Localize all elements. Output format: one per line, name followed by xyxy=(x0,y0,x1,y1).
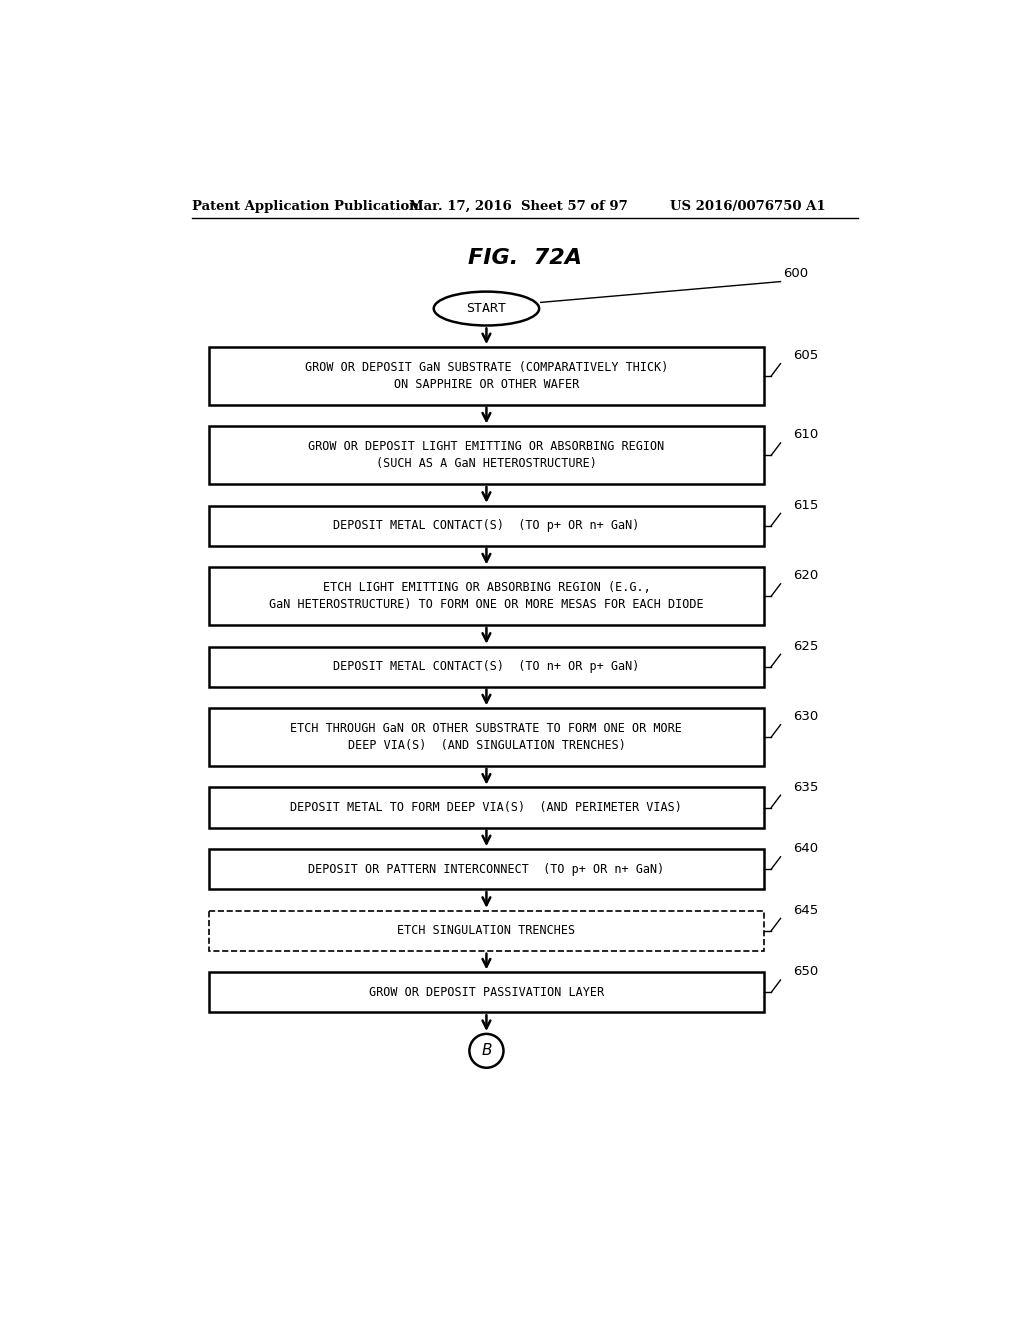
Text: 645: 645 xyxy=(793,904,818,917)
Bar xyxy=(209,426,764,484)
Text: DEPOSIT METAL CONTACT(S)  (TO n+ OR p+ GaN): DEPOSIT METAL CONTACT(S) (TO n+ OR p+ Ga… xyxy=(333,660,640,673)
Text: 625: 625 xyxy=(793,640,818,653)
Text: 650: 650 xyxy=(793,965,818,978)
Text: DEPOSIT METAL CONTACT(S)  (TO p+ OR n+ GaN): DEPOSIT METAL CONTACT(S) (TO p+ OR n+ Ga… xyxy=(333,519,640,532)
Text: 615: 615 xyxy=(793,499,818,512)
Text: Patent Application Publication: Patent Application Publication xyxy=(191,199,418,213)
Text: 600: 600 xyxy=(783,267,808,280)
Text: (SUCH AS A GaN HETEROSTRUCTURE): (SUCH AS A GaN HETEROSTRUCTURE) xyxy=(376,457,597,470)
Bar xyxy=(209,647,764,686)
Text: 605: 605 xyxy=(793,348,818,362)
Text: DEEP VIA(S)  (AND SINGULATION TRENCHES): DEEP VIA(S) (AND SINGULATION TRENCHES) xyxy=(347,739,626,752)
Text: Mar. 17, 2016  Sheet 57 of 97: Mar. 17, 2016 Sheet 57 of 97 xyxy=(409,199,628,213)
Text: DEPOSIT OR PATTERN INTERCONNECT  (TO p+ OR n+ GaN): DEPOSIT OR PATTERN INTERCONNECT (TO p+ O… xyxy=(308,862,665,875)
Text: 640: 640 xyxy=(793,842,818,855)
Bar xyxy=(209,568,764,626)
Bar xyxy=(209,788,764,828)
Text: GROW OR DEPOSIT PASSIVATION LAYER: GROW OR DEPOSIT PASSIVATION LAYER xyxy=(369,986,604,999)
Text: ETCH THROUGH GaN OR OTHER SUBSTRATE TO FORM ONE OR MORE: ETCH THROUGH GaN OR OTHER SUBSTRATE TO F… xyxy=(291,722,682,735)
Text: ETCH SINGULATION TRENCHES: ETCH SINGULATION TRENCHES xyxy=(397,924,575,937)
Text: FIG.  72A: FIG. 72A xyxy=(468,248,582,268)
Bar xyxy=(209,849,764,890)
Text: START: START xyxy=(467,302,507,315)
Text: GaN HETEROSTRUCTURE) TO FORM ONE OR MORE MESAS FOR EACH DIODE: GaN HETEROSTRUCTURE) TO FORM ONE OR MORE… xyxy=(269,598,703,611)
Text: ETCH LIGHT EMITTING OR ABSORBING REGION (E.G.,: ETCH LIGHT EMITTING OR ABSORBING REGION … xyxy=(323,581,650,594)
Text: 610: 610 xyxy=(793,429,818,441)
Bar xyxy=(209,347,764,405)
Text: GROW OR DEPOSIT LIGHT EMITTING OR ABSORBING REGION: GROW OR DEPOSIT LIGHT EMITTING OR ABSORB… xyxy=(308,441,665,453)
Text: US 2016/0076750 A1: US 2016/0076750 A1 xyxy=(671,199,826,213)
Text: 635: 635 xyxy=(793,780,818,793)
Text: 620: 620 xyxy=(793,569,818,582)
Bar xyxy=(209,911,764,950)
Text: 630: 630 xyxy=(793,710,818,723)
Text: DEPOSIT METAL TO FORM DEEP VIA(S)  (AND PERIMETER VIAS): DEPOSIT METAL TO FORM DEEP VIA(S) (AND P… xyxy=(291,801,682,814)
Bar xyxy=(209,708,764,766)
Text: ON SAPPHIRE OR OTHER WAFER: ON SAPPHIRE OR OTHER WAFER xyxy=(394,378,579,391)
Text: B: B xyxy=(481,1043,492,1059)
Text: GROW OR DEPOSIT GaN SUBSTRATE (COMPARATIVELY THICK): GROW OR DEPOSIT GaN SUBSTRATE (COMPARATI… xyxy=(305,360,668,374)
Bar xyxy=(209,506,764,545)
Bar xyxy=(209,973,764,1012)
